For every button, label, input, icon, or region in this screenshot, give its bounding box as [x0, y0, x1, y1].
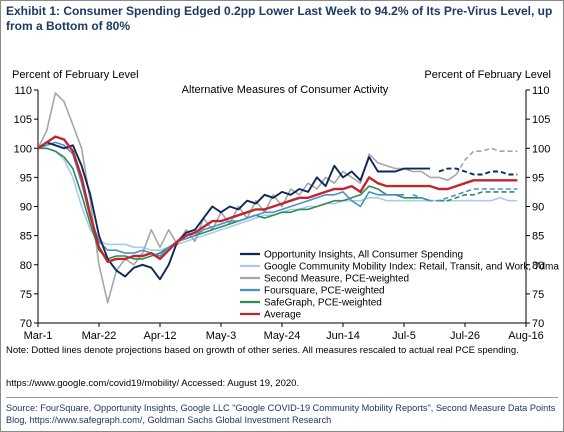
left-y-tick-label: 75	[20, 289, 32, 301]
legend-label: Second Measure, PCE-weighted	[264, 274, 409, 285]
right-y-tick-label: 70	[532, 318, 544, 330]
x-tick-label: Jul-26	[450, 330, 480, 342]
right-y-tick-label: 85	[532, 231, 544, 243]
series-opportunity-line	[37, 141, 431, 281]
left-y-tick-label: 100	[14, 143, 32, 155]
series-foursquare-projection-line	[412, 188, 518, 202]
x-tick-label: Apr-12	[143, 330, 176, 342]
right-axis-label: Percent of February Level	[424, 69, 551, 81]
separator-line	[6, 397, 558, 398]
series-average-line	[37, 135, 518, 263]
chart-title: Alternative Measures of Consumer Activit…	[182, 84, 389, 96]
series-foursquare-line	[37, 141, 404, 257]
legend-label: SafeGraph, PCE-weighted	[264, 298, 382, 309]
legend-label: Google Community Mobility Index: Retail,…	[264, 262, 559, 273]
series-second-measure-projection-line	[455, 147, 518, 175]
legend-label: Opportunity Insights, All Consumer Spend…	[264, 250, 463, 261]
left-y-tick-label: 80	[20, 260, 32, 272]
left-axis-label: Percent of February Level	[12, 69, 139, 81]
right-y-tick-label: 90	[532, 202, 544, 214]
right-y-tick-label: 80	[532, 260, 544, 272]
x-tick-label: Jun-14	[326, 330, 360, 342]
legend-label: Average	[264, 310, 302, 321]
right-y-tick-label: 75	[532, 289, 544, 301]
x-tick-label: May-24	[264, 330, 301, 342]
left-y-tick-label: 70	[20, 318, 32, 330]
source-text: Source: FourSquare, Opportunity Insights…	[6, 403, 556, 425]
series-opportunity-projection-line	[438, 167, 518, 176]
left-y-tick-label: 110	[14, 85, 32, 97]
right-y-tick-label: 95	[532, 172, 544, 184]
line-chart: Percent of February Level Percent of Feb…	[12, 69, 559, 342]
x-tick-label: Mar-22	[82, 330, 117, 342]
right-y-tick-label: 100	[532, 143, 550, 155]
left-y-tick-label: 95	[20, 172, 32, 184]
source-url: https://www.google.com/covid19/mobility/…	[6, 378, 300, 389]
right-y-tick-label: 105	[532, 114, 550, 126]
left-y-tick-label: 90	[20, 202, 32, 214]
x-tick-label: May-3	[206, 330, 237, 342]
x-tick-label: Mar-1	[24, 330, 53, 342]
legend-label: Foursquare, PCE-weighted	[264, 286, 385, 297]
x-tick-label: Jul-5	[392, 330, 416, 342]
x-tick-label: Aug-16	[508, 330, 543, 342]
series-safegraph-projection-line	[438, 191, 518, 202]
left-y-tick-label: 105	[14, 114, 32, 126]
right-y-tick-label: 110	[532, 85, 550, 97]
exhibit-title: Exhibit 1: Consumer Spending Edged 0.2pp…	[6, 4, 553, 33]
left-y-tick-label: 85	[20, 231, 32, 243]
footnote: Note: Dotted lines denote projections ba…	[6, 345, 519, 356]
